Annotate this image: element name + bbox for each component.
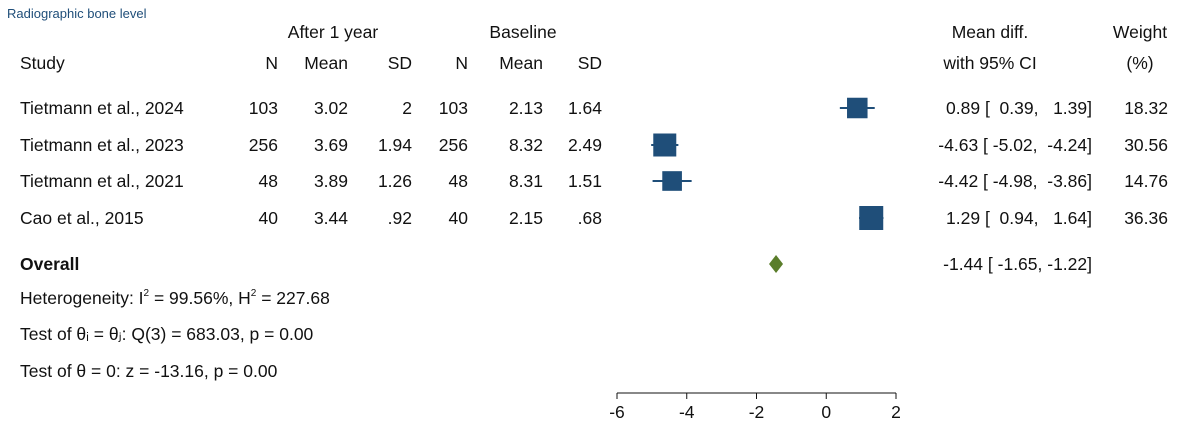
- header-study: Study: [20, 53, 65, 73]
- header-weight-line2: (%): [1126, 53, 1154, 73]
- row-3-sd2: 1.51: [567, 171, 602, 191]
- heterogeneity-stat: Heterogeneity: I2 = 99.56%, H2 = 227.68: [20, 288, 330, 308]
- row-4-sd2: .68: [577, 208, 602, 228]
- header-group1: After 1 year: [287, 22, 379, 42]
- header-mean2: Mean: [499, 53, 543, 73]
- row-1-sd1: 2: [402, 98, 412, 118]
- row-2-mean2: 8.32: [508, 135, 543, 155]
- row-3-sd1: 1.26: [377, 171, 412, 191]
- row-3-ci-text: -4.42 [ -4.98, -3.86]: [938, 171, 1092, 191]
- overall-diamond: [769, 255, 784, 273]
- effect-square-4: [859, 206, 884, 230]
- row-2-sd1: 1.94: [377, 135, 412, 155]
- row-4-mean1: 3.44: [313, 208, 348, 228]
- x-tick-label-4: 2: [891, 402, 901, 422]
- overall-label: Overall: [20, 254, 80, 274]
- effect-square-1: [847, 97, 868, 119]
- row-4-mean2: 2.15: [508, 208, 543, 228]
- row-3-n1: 48: [258, 171, 278, 191]
- row-4-sd1: .92: [387, 208, 412, 228]
- row-2-sd2: 2.49: [567, 135, 602, 155]
- header-n2: N: [455, 53, 468, 73]
- row-2-mean1: 3.69: [313, 135, 348, 155]
- row-1-sd2: 1.64: [567, 98, 602, 118]
- row-1-n2: 103: [438, 98, 468, 118]
- row-1-mean2: 2.13: [508, 98, 543, 118]
- effect-square-3: [662, 171, 682, 191]
- row-2-ci-text: -4.63 [ -5.02, -4.24]: [938, 135, 1092, 155]
- header-sd2: SD: [577, 53, 602, 73]
- row-1-weight-text: 18.32: [1124, 98, 1168, 118]
- row-3-n2: 48: [448, 171, 468, 191]
- row-4-study: Cao et al., 2015: [20, 208, 144, 228]
- effect-square-2: [653, 133, 677, 157]
- row-1-study: Tietmann et al., 2024: [20, 98, 184, 118]
- x-tick-label-0: -6: [609, 402, 625, 422]
- row-2-study: Tietmann et al., 2023: [20, 135, 184, 155]
- test-theta-0: Test of θ = 0: z = -13.16, p = 0.00: [20, 361, 278, 381]
- header-sd1: SD: [387, 53, 412, 73]
- row-3-study: Tietmann et al., 2021: [20, 171, 184, 191]
- row-2-weight-text: 30.56: [1124, 135, 1168, 155]
- row-1-mean1: 3.02: [313, 98, 348, 118]
- x-tick-label-3: 0: [821, 402, 831, 422]
- header-weight-line1: Weight: [1112, 22, 1168, 42]
- row-4-n2: 40: [448, 208, 468, 228]
- test-theta-ij: Test of θᵢ = θⱼ: Q(3) = 683.03, p = 0.00: [20, 324, 314, 344]
- row-3-weight-text: 14.76: [1124, 171, 1168, 191]
- row-4-ci-text: 1.29 [ 0.94, 1.64]: [946, 208, 1092, 228]
- row-3-mean1: 3.89: [313, 171, 348, 191]
- header-group2: Baseline: [489, 22, 557, 42]
- row-4-weight-text: 36.36: [1124, 208, 1168, 228]
- overall-ci: -1.44 [ -1.65, -1.22]: [943, 254, 1092, 274]
- row-2-n2: 256: [438, 135, 468, 155]
- row-1-n1: 103: [248, 98, 278, 118]
- chart-title: Radiographic bone level: [7, 6, 147, 21]
- x-tick-label-1: -4: [679, 402, 695, 422]
- row-4-n1: 40: [258, 208, 278, 228]
- x-tick-label-2: -2: [749, 402, 765, 422]
- row-2-n1: 256: [248, 135, 278, 155]
- header-effect-line1: Mean diff.: [951, 22, 1029, 42]
- header-mean1: Mean: [304, 53, 348, 73]
- row-3-mean2: 8.31: [508, 171, 543, 191]
- header-n1: N: [265, 53, 278, 73]
- header-effect-line2: with 95% CI: [943, 53, 1037, 73]
- row-1-ci-text: 0.89 [ 0.39, 1.39]: [946, 98, 1092, 118]
